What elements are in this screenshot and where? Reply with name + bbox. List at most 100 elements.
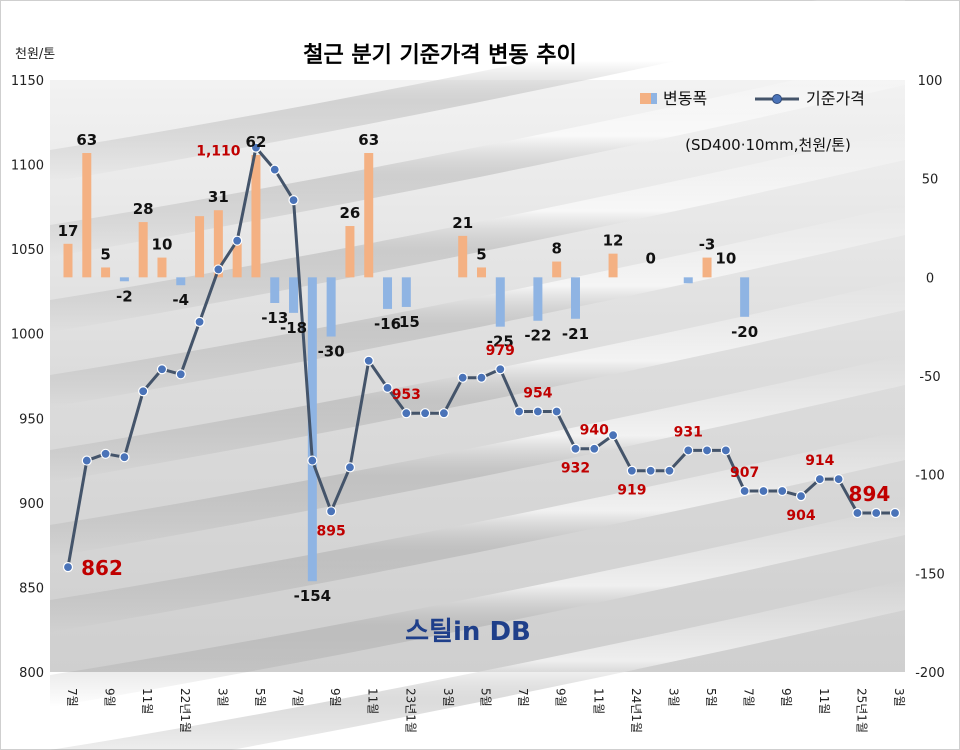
change-bar [251, 154, 261, 278]
change-bar [533, 277, 543, 321]
change-bar [176, 277, 186, 286]
change-bar [326, 277, 336, 337]
background-rod [50, 130, 905, 332]
price-value-label: 914 [805, 453, 834, 469]
bar-value-label: 5 [100, 245, 110, 263]
x-tick-label: 23년1월 [403, 688, 417, 733]
x-tick-label: 5월 [704, 688, 718, 707]
price-point [889, 507, 901, 519]
price-line [62, 142, 901, 573]
bar-value-label: -154 [294, 587, 332, 605]
price-point [701, 445, 713, 456]
spec-note: (SD400·10mm,천원/톤) [685, 136, 851, 154]
bar-value-label: 8 [551, 240, 561, 258]
x-tick-label: 11월 [591, 688, 605, 714]
price-point [570, 443, 581, 454]
change-bar [63, 243, 73, 278]
price-value-label: 979 [486, 343, 515, 359]
bar-value-label: 63 [76, 131, 97, 149]
price-point [589, 443, 600, 454]
background-rod [50, 0, 905, 182]
price-point [683, 445, 694, 456]
bar-value-label: -16 [374, 315, 401, 333]
x-tick-label: 9월 [779, 688, 793, 707]
price-point [213, 264, 224, 275]
price-point [513, 406, 525, 417]
left-axis: 800 850 900 950 1000 1050 1100 1150 [11, 74, 44, 681]
price-point [269, 164, 280, 175]
change-bar [740, 277, 750, 317]
x-tick-label: 9월 [554, 688, 568, 707]
price-point [720, 445, 731, 456]
right-tick-label: 0 [926, 271, 934, 286]
change-bar [195, 216, 205, 278]
background-rod [50, 430, 905, 632]
price-point [664, 465, 675, 476]
change-bar [307, 277, 317, 582]
x-tick-label: 7월 [65, 688, 79, 707]
price-point [119, 452, 130, 463]
price-labels: 862 1,110 895 953 979 954 932 940 919 931 907 904 91… [81, 144, 890, 580]
price-point [420, 408, 431, 419]
change-bar [289, 277, 299, 313]
price-point [62, 562, 74, 573]
price-point [852, 507, 863, 519]
background-rod [50, 280, 905, 482]
right-tick-label: 50 [922, 173, 939, 188]
bar-value-label: -3 [699, 236, 716, 254]
background-rod [50, 55, 905, 257]
change-bar [401, 277, 411, 307]
bar-value-label: -2 [116, 287, 133, 305]
price-point [777, 485, 788, 497]
x-tick-label: 22년1월 [178, 688, 192, 733]
change-bar [232, 241, 242, 278]
price-value-label: 894 [849, 482, 891, 506]
change-bar [157, 257, 167, 278]
price-point [175, 369, 186, 380]
legend-swatch-change [640, 93, 651, 104]
right-axis: -200 -150 -100 -50 0 50 100 [915, 74, 945, 681]
bar-value-label: -18 [280, 319, 307, 337]
price-point [344, 462, 356, 473]
x-axis: 7월 9월 11월 22년1월 3월 5월 7월 9월 11월 23년1월 3월 5월 7월 9월 11월 2… [65, 688, 906, 733]
change-bar [364, 153, 374, 278]
price-point [607, 430, 619, 441]
price-point [288, 194, 299, 206]
price-value-label: 953 [392, 387, 421, 403]
bar-value-label: 21 [452, 214, 473, 232]
left-tick-label: 1100 [11, 159, 44, 174]
bar-value-label: -30 [318, 343, 345, 361]
rebar-photo-background [50, 0, 905, 750]
change-bar [552, 261, 562, 278]
price-value-label: 931 [674, 424, 703, 440]
price-point [495, 364, 506, 375]
legend-marker-price [772, 94, 782, 104]
legend-swatch-change-neg [651, 93, 657, 104]
price-value-label: 919 [617, 483, 646, 499]
legend-label-price: 기준가격 [806, 89, 865, 108]
bar-value-label: 26 [339, 204, 360, 222]
bar-value-label: -15 [393, 313, 420, 331]
price-point [307, 455, 318, 466]
change-bar [383, 277, 393, 309]
x-tick-label: 5월 [479, 688, 493, 707]
change-bar [458, 235, 468, 278]
x-tick-label: 11월 [366, 688, 380, 714]
price-value-label: 940 [580, 423, 609, 439]
price-point [401, 408, 412, 419]
legend-label-change: 변동폭 [663, 89, 707, 108]
change-bar [119, 277, 129, 282]
x-tick-label: 5월 [253, 688, 267, 707]
price-point [326, 506, 337, 517]
x-tick-label: 25년1월 [854, 688, 868, 733]
price-point [457, 372, 468, 383]
x-tick-label: 11월 [140, 688, 154, 714]
price-point [232, 235, 243, 246]
x-tick-label: 24년1월 [629, 688, 643, 733]
change-bar [82, 153, 92, 278]
background-rod [50, 355, 905, 557]
price-point [532, 406, 543, 417]
price-point [739, 485, 750, 497]
change-bar [683, 277, 693, 284]
price-point [833, 474, 844, 485]
